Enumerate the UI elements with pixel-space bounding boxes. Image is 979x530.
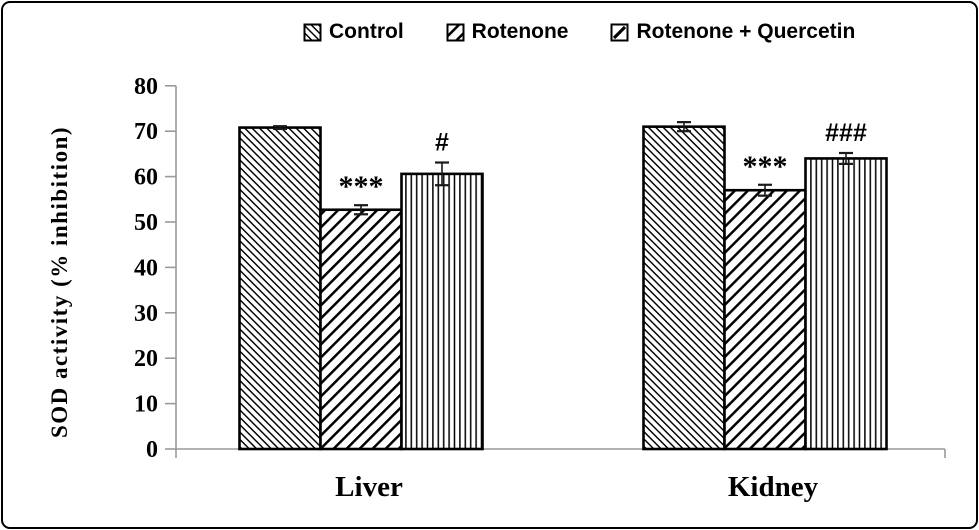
y-tick-label: 40 xyxy=(134,255,158,281)
significance-annotation: # xyxy=(435,129,449,157)
bar-control-liver xyxy=(238,126,322,451)
control-hatch-swatch-icon xyxy=(303,23,322,41)
bar-control-kidney xyxy=(642,125,726,451)
significance-annotation: *** xyxy=(339,170,384,203)
category-label-liver: Liver xyxy=(335,471,403,503)
y-tick-label: 20 xyxy=(134,346,158,372)
bar-rotenone-liver xyxy=(319,208,403,451)
rotenone-hatch-swatch-icon xyxy=(446,23,465,41)
legend-item-rotenone: Rotenone xyxy=(446,20,569,44)
legend-label-control: Control xyxy=(329,20,404,43)
y-tick-label: 0 xyxy=(146,437,158,463)
category-label-kidney: Kidney xyxy=(728,471,819,503)
bar-rotenone-quercetin-kidney xyxy=(804,157,888,451)
rotenone-quercetin-stripe-swatch-icon xyxy=(610,23,629,41)
y-tick-label: 60 xyxy=(134,165,158,191)
y-tick-label: 80 xyxy=(134,74,158,100)
significance-annotation: *** xyxy=(743,150,788,183)
y-tick-label: 10 xyxy=(134,392,158,418)
bar-rotenone-quercetin-liver xyxy=(400,172,484,451)
significance-annotation: ### xyxy=(825,119,867,147)
legend-item-rotenone-quercetin: Rotenone + Quercetin xyxy=(610,20,855,44)
bar-rotenone-kidney xyxy=(723,188,807,451)
y-tick-label: 30 xyxy=(134,301,158,327)
chart-legend: Control Rotenone Rotenone + Quercetin xyxy=(303,20,855,44)
y-tick-label: 70 xyxy=(134,119,158,145)
y-tick-label: 50 xyxy=(134,210,158,236)
legend-label-rotenone-quercetin: Rotenone + Quercetin xyxy=(636,20,856,43)
legend-item-control: Control xyxy=(303,20,404,44)
legend-label-rotenone: Rotenone xyxy=(471,20,569,43)
